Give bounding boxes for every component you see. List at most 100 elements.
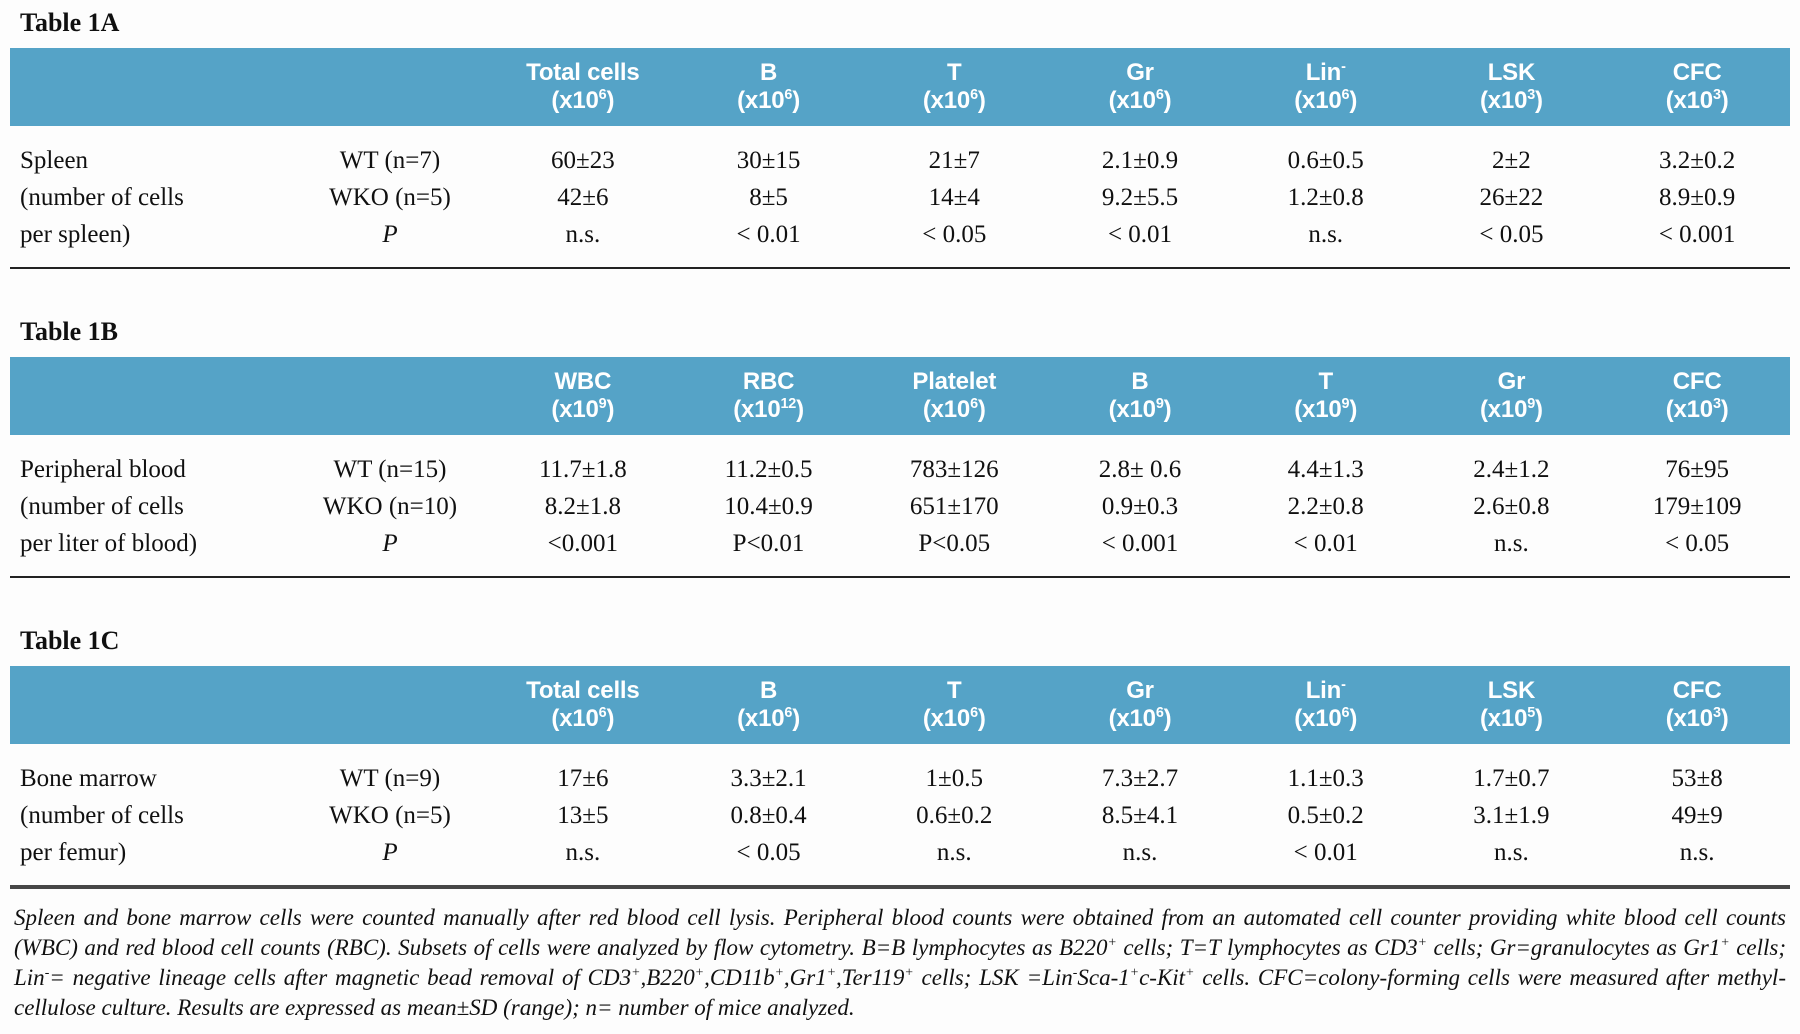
table-1c-bottom-rule: [10, 885, 1790, 889]
table-row: per liter of blood) P <0.001 P<0.01 P<0.05 < …: [10, 525, 1790, 562]
column-header-name: Total cells: [526, 59, 640, 86]
row-label: per liter of blood): [20, 530, 198, 557]
value-cell: 1.1±0.3: [1287, 765, 1364, 792]
table-1a-section: Table 1A Total cells (x106) B (x106) T (x106)…: [10, 8, 1790, 269]
table-1b-header-row: WBC (x109) RBC (x1012) Platelet (x106) B (x109)…: [10, 357, 1790, 435]
value-cell: < 0.05: [1479, 221, 1544, 248]
column-header-unit: (x106): [1108, 87, 1172, 114]
value-cell: 11.7±1.8: [538, 456, 627, 483]
column-header-unit: (x109): [1294, 396, 1358, 423]
value-cell: n.s.: [1122, 839, 1158, 866]
column-header-unit: (x106): [922, 396, 986, 423]
superscript: 5: [1527, 705, 1536, 721]
table-1b-bottom-rule: [10, 576, 1790, 578]
table-1c-header-row: Total cells (x106) B (x106) T (x106) Gr (x106) L…: [10, 666, 1790, 744]
value-cell: 1.2±0.8: [1287, 184, 1364, 211]
superscript: 3: [1712, 705, 1721, 721]
column-header: LSK (x103): [1419, 59, 1605, 115]
column-header: Total cells (x106): [490, 59, 676, 115]
footnote: Spleen and bone marrow cells were counte…: [14, 905, 1787, 1020]
value-cell: 2.1±0.9: [1101, 147, 1179, 174]
column-header: RBC (x1012): [676, 368, 862, 424]
table-1c: Total cells (x106) B (x106) T (x106) Gr (x106) L…: [10, 666, 1790, 889]
table-1c-body: Bone marrow WT (n=9) 17±6 3.3±2.1 1±0.5 7.3±2…: [10, 744, 1790, 885]
column-header: T (x106): [861, 677, 1047, 733]
group-label: P: [382, 221, 398, 248]
superscript: -: [44, 964, 50, 980]
column-header-unit: (x103): [1665, 705, 1729, 732]
column-header: Gr (x106): [1047, 677, 1233, 733]
column-header: B (x106): [676, 59, 862, 115]
superscript: -: [1341, 677, 1346, 693]
superscript: 9: [1155, 396, 1164, 412]
value-cell: < 0.01: [1293, 839, 1358, 866]
value-cell: < 0.01: [736, 221, 801, 248]
value-cell: 7.3±2.7: [1101, 765, 1179, 792]
column-header-unit: (x1012): [733, 396, 804, 423]
column-header-name: B: [759, 59, 778, 86]
column-header-name: Platelet: [912, 368, 997, 395]
value-cell: 0.6±0.2: [916, 802, 993, 829]
column-header: CFC (x103): [1604, 59, 1790, 115]
column-header: T (x106): [861, 59, 1047, 115]
value-cell: n.s.: [936, 839, 972, 866]
group-label: WKO (n=10): [322, 493, 458, 520]
column-header-name: Gr: [1497, 368, 1526, 395]
superscript: 6: [970, 705, 978, 721]
column-header-name: WBC: [554, 368, 612, 395]
value-cell: 3.2±0.2: [1659, 147, 1736, 174]
value-cell: n.s.: [1679, 839, 1715, 866]
value-cell: < 0.001: [1101, 530, 1179, 557]
group-label: WKO (n=5): [329, 802, 451, 829]
column-header-unit: (x106): [1294, 87, 1358, 114]
value-cell: 4.4±1.3: [1287, 456, 1364, 483]
superscript: 6: [598, 705, 607, 721]
value-cell: 1±0.5: [925, 765, 984, 792]
column-header: Gr (x106): [1047, 59, 1233, 115]
value-cell: 8.5±4.1: [1101, 802, 1179, 829]
column-header-unit: (x106): [922, 705, 986, 732]
column-header-unit: (x103): [1665, 396, 1729, 423]
value-cell: < 0.05: [1665, 530, 1730, 557]
column-header-unit: (x106): [1108, 705, 1172, 732]
column-header-unit: (x106): [551, 87, 615, 114]
superscript: -: [1072, 964, 1078, 980]
value-cell: < 0.01: [1293, 530, 1358, 557]
value-cell: 651±170: [909, 493, 999, 520]
column-header-unit: (x109): [1479, 396, 1543, 423]
group-label: WT (n=15): [333, 456, 447, 483]
group-label: WT (n=9): [339, 765, 441, 792]
value-cell: 17±6: [557, 765, 609, 792]
value-cell: 8.9±0.9: [1659, 184, 1736, 211]
row-label: Bone marrow: [20, 765, 157, 792]
column-header-name: CFC: [1672, 368, 1722, 395]
superscript: 6: [784, 87, 793, 103]
column-header-name: CFC: [1672, 59, 1722, 86]
value-cell: 8.2±1.8: [544, 493, 621, 520]
column-header: Platelet (x106): [861, 368, 1047, 424]
table-1a-bottom-rule: [10, 267, 1790, 269]
value-cell: 11.2±0.5: [724, 456, 813, 483]
superscript: 9: [1527, 396, 1536, 412]
value-cell: < 0.05: [922, 221, 987, 248]
column-header-name: Lin-: [1305, 59, 1346, 86]
value-cell: 53±8: [1671, 765, 1723, 792]
value-cell: 783±126: [909, 456, 999, 483]
value-cell: 8±5: [749, 184, 788, 211]
column-header-name: RBC: [742, 368, 795, 395]
superscript: 9: [1341, 396, 1350, 412]
value-cell: < 0.001: [1658, 221, 1736, 248]
column-header: B (x106): [676, 677, 862, 733]
column-header-unit: (x103): [1665, 87, 1729, 114]
value-cell: 0.8±0.4: [730, 802, 807, 829]
value-cell: 2.2±0.8: [1287, 493, 1364, 520]
column-header: CFC (x103): [1604, 368, 1790, 424]
column-header-name: CFC: [1672, 677, 1722, 704]
column-header-name: T: [947, 677, 962, 704]
value-cell: n.s.: [1494, 530, 1529, 557]
table-row: (number of cells WKO (n=10) 8.2±1.8 10.4±0.…: [10, 488, 1790, 525]
table-1a: Total cells (x106) B (x106) T (x106) Gr (x106) L…: [10, 48, 1790, 269]
superscript: +: [1185, 964, 1195, 980]
superscript: +: [694, 964, 705, 980]
